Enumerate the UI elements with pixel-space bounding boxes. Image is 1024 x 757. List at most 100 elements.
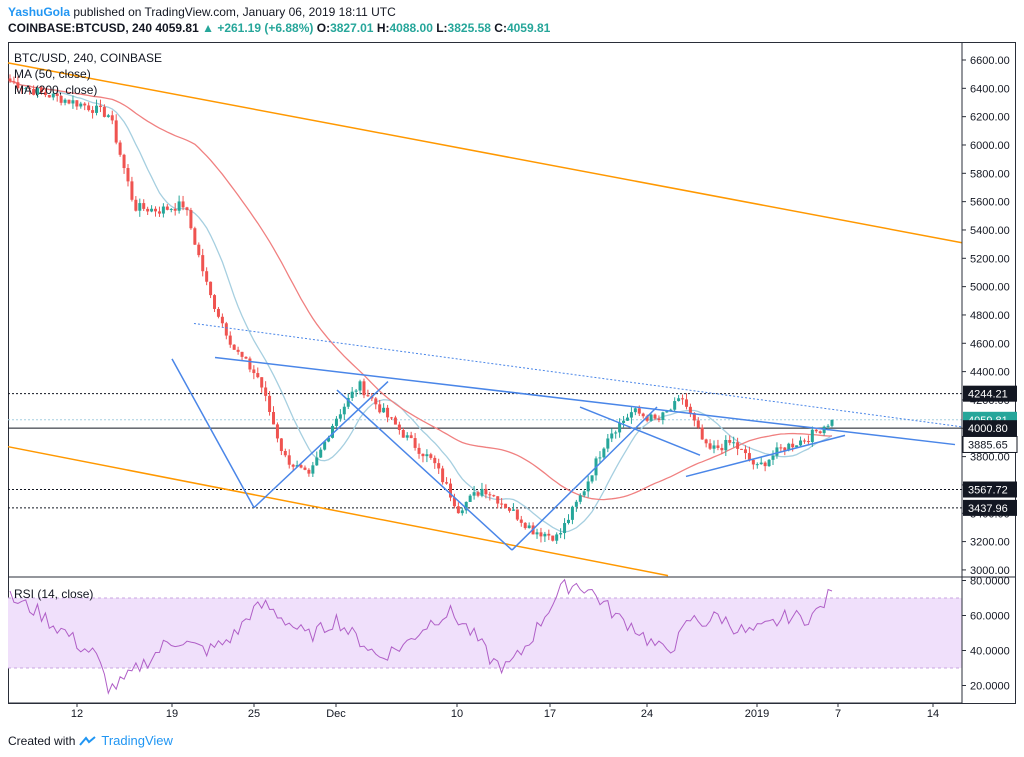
candle-down: [397, 424, 401, 430]
candle-up: [570, 506, 574, 520]
rally-line: [511, 406, 658, 551]
candle-up: [586, 481, 590, 492]
x-tick-label: 24: [641, 708, 653, 720]
candle-down: [783, 447, 787, 451]
candle-up: [331, 425, 335, 438]
tradingview-brand[interactable]: TradingView: [101, 733, 173, 748]
candle-down: [657, 418, 661, 421]
candle-down: [12, 81, 16, 83]
candle-up: [578, 495, 582, 502]
candle-down: [20, 88, 24, 90]
candle-down: [374, 398, 378, 405]
candle-up: [724, 439, 728, 451]
candle-down: [142, 203, 146, 209]
candle-down: [806, 441, 810, 443]
candle-up: [63, 99, 67, 103]
candle-down: [802, 440, 806, 442]
candle-down: [157, 211, 161, 214]
created-with-text: Created with: [8, 733, 76, 748]
candle-up: [610, 433, 614, 439]
y-tick-label: 6000.00: [970, 140, 1010, 152]
footer: Created with TradingView: [8, 733, 173, 748]
price-label-box: [963, 481, 1017, 498]
candle-down: [692, 413, 696, 421]
candle-down: [720, 447, 724, 451]
candle-down: [209, 281, 213, 296]
rsi-band: [8, 598, 962, 668]
candle-down: [264, 387, 268, 396]
candle-down: [228, 335, 232, 345]
x-tick-label: 12: [71, 708, 83, 720]
candle-down: [146, 208, 150, 212]
candle-up: [79, 103, 83, 107]
price-label-text: 3567.72: [968, 485, 1008, 497]
candle-up: [582, 491, 586, 496]
rsi-y-tick-label: 80.0000: [970, 576, 1010, 588]
candle-down: [154, 208, 158, 212]
candle-up: [71, 100, 75, 104]
price-label-text: 4000.80: [968, 423, 1008, 435]
candle-up: [602, 448, 606, 458]
candle-down: [751, 459, 755, 465]
candle-up: [177, 201, 181, 211]
candle-down: [779, 447, 783, 449]
candle-up: [618, 422, 622, 433]
last-price: 4059.81: [155, 21, 199, 35]
tradingview-logo-icon: [79, 735, 97, 746]
candle-down: [197, 244, 201, 256]
candle-down: [441, 468, 445, 483]
candle-down: [488, 494, 492, 496]
y-tick-label: 3200.00: [970, 537, 1010, 549]
candle-down: [747, 453, 751, 460]
wedge-left-line: [171, 358, 255, 508]
candle-down: [456, 506, 460, 514]
candle-up: [315, 457, 319, 466]
candle-down: [193, 228, 197, 245]
candle-down: [256, 373, 260, 378]
candle-up: [767, 459, 771, 467]
candle-down: [378, 404, 382, 413]
candle-down: [814, 429, 818, 432]
candle-down: [429, 454, 433, 458]
candle-down: [496, 496, 500, 504]
y-tick-label: 6400.00: [970, 83, 1010, 95]
candle-up: [673, 401, 677, 410]
candle-up: [625, 417, 629, 421]
candle-down: [653, 414, 657, 419]
ma-50-line: [9, 80, 833, 533]
candle-up: [712, 445, 716, 449]
y-tick-label: 4800.00: [970, 310, 1010, 322]
candle-down: [126, 168, 130, 182]
candle-down: [386, 407, 390, 418]
rsi-y-tick-label: 20.0000: [970, 681, 1010, 693]
candle-up: [480, 488, 484, 496]
candle-up: [606, 438, 610, 449]
candle-up: [826, 425, 830, 427]
publish-line: YashuGola published on TradingView.com, …: [8, 5, 396, 19]
candle-down: [232, 344, 236, 350]
y-tick-label: 5800.00: [970, 168, 1010, 180]
candle-down: [165, 206, 169, 210]
candle-down: [362, 381, 366, 396]
candle-down: [551, 535, 555, 541]
candle-up: [327, 437, 331, 442]
candle-up: [472, 492, 476, 496]
candle-up: [810, 429, 814, 442]
candle-down: [445, 482, 449, 484]
candle-down: [393, 417, 397, 425]
candle-up: [511, 509, 515, 511]
author-name[interactable]: YashuGola: [8, 5, 71, 19]
candle-down: [39, 88, 43, 93]
candle-down: [87, 105, 91, 111]
candle-down: [523, 522, 527, 529]
candle-down: [413, 438, 417, 448]
candle-down: [118, 142, 122, 155]
candle-down: [307, 469, 311, 474]
candle-down: [547, 533, 551, 536]
candle-down: [484, 488, 488, 495]
candle-down: [205, 271, 209, 282]
low-value: 3825.58: [447, 21, 491, 35]
support-line: [685, 434, 846, 478]
candle-down: [452, 497, 456, 507]
